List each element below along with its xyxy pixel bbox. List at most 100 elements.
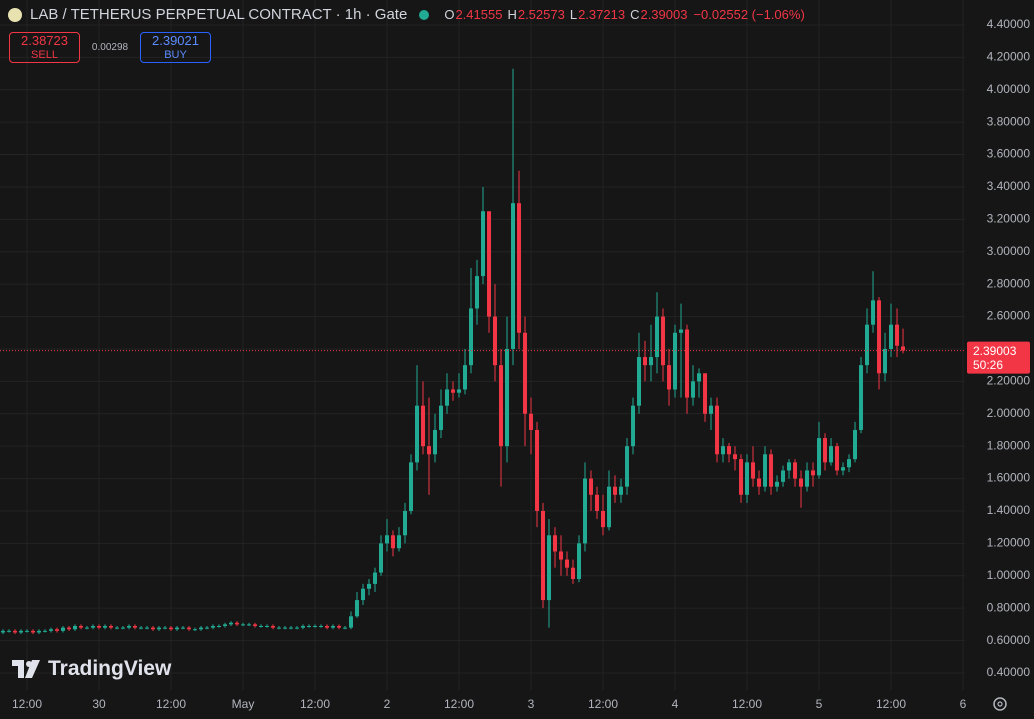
legend-header: LAB / TETHERUS PERPETUAL CONTRACT · 1h ·… bbox=[8, 6, 805, 23]
candle-body bbox=[289, 627, 294, 629]
y-tick-label: 0.40000 bbox=[987, 665, 1031, 679]
candle-body bbox=[685, 329, 690, 398]
symbol-title: LAB / TETHERUS PERPETUAL CONTRACT · 1h ·… bbox=[30, 6, 408, 23]
candle-body bbox=[271, 626, 276, 628]
x-tick-label: 12:00 bbox=[588, 697, 618, 711]
candle-body bbox=[475, 276, 480, 309]
candle-body bbox=[745, 462, 750, 495]
candle-body bbox=[343, 627, 348, 629]
candle-body bbox=[133, 626, 138, 628]
candle-body bbox=[799, 478, 804, 487]
candle-body bbox=[571, 567, 576, 580]
candle-body bbox=[631, 405, 636, 447]
y-tick-label: 4.40000 bbox=[987, 17, 1031, 31]
candle-body bbox=[361, 588, 366, 601]
candle-body bbox=[871, 300, 876, 325]
candle-body bbox=[1, 630, 6, 633]
candle-body bbox=[151, 627, 156, 630]
candle-body bbox=[643, 357, 648, 366]
countdown: 50:26 bbox=[973, 358, 1003, 372]
sell-button[interactable]: 2.38723 SELL bbox=[9, 32, 80, 63]
candle-body bbox=[331, 626, 336, 628]
candle-body bbox=[85, 627, 90, 629]
candle-body bbox=[55, 629, 60, 631]
candle-body bbox=[697, 373, 702, 382]
candle-body bbox=[31, 630, 36, 633]
candle-body bbox=[319, 626, 324, 628]
candle-body bbox=[325, 626, 330, 628]
candle-body bbox=[19, 630, 24, 633]
ohlc-value: 2.37213 bbox=[578, 7, 626, 22]
candle-body bbox=[637, 357, 642, 406]
candle-body bbox=[469, 308, 474, 366]
candle-body bbox=[397, 535, 402, 549]
candle-body bbox=[583, 478, 588, 544]
candle-body bbox=[817, 438, 822, 476]
x-tick-label: 12:00 bbox=[300, 697, 330, 711]
grid bbox=[0, 0, 965, 690]
y-tick-label: 4.20000 bbox=[987, 50, 1031, 64]
candle-body bbox=[367, 583, 372, 589]
spread: 0.00298 bbox=[91, 42, 129, 53]
candle-body bbox=[481, 211, 486, 277]
candle-body bbox=[43, 630, 48, 632]
candle-body bbox=[463, 365, 468, 390]
candle-body bbox=[301, 626, 306, 628]
candle-body bbox=[115, 627, 120, 629]
candle-body bbox=[829, 446, 834, 463]
settings-gear[interactable] bbox=[993, 697, 1007, 711]
candle-body bbox=[247, 624, 252, 626]
x-tick-label: 5 bbox=[816, 697, 823, 711]
buy-button[interactable]: 2.39021 BUY bbox=[140, 32, 211, 63]
candle-body bbox=[73, 626, 78, 630]
candle-body bbox=[193, 629, 198, 631]
y-tick-label: 3.00000 bbox=[987, 244, 1031, 258]
x-tick-label: 12:00 bbox=[444, 697, 474, 711]
candle-body bbox=[49, 629, 54, 631]
candle-body bbox=[835, 446, 840, 471]
candle-body bbox=[727, 446, 732, 455]
candle-body bbox=[775, 481, 780, 487]
x-tick-label: 4 bbox=[672, 697, 679, 711]
candle-body bbox=[79, 626, 84, 628]
candle-body bbox=[691, 381, 696, 398]
y-tick-label: 1.60000 bbox=[987, 471, 1031, 485]
candle-body bbox=[25, 630, 30, 632]
candle-body bbox=[535, 429, 540, 511]
candle-body bbox=[169, 627, 174, 630]
candle-body bbox=[229, 622, 234, 625]
candle-body bbox=[901, 346, 906, 351]
candle-body bbox=[145, 627, 150, 629]
candle-body bbox=[163, 627, 168, 629]
candle-body bbox=[523, 332, 528, 414]
candle-body bbox=[739, 459, 744, 495]
y-tick-label: 1.00000 bbox=[987, 568, 1031, 582]
candle-body bbox=[415, 405, 420, 463]
x-tick-label: 12:00 bbox=[876, 697, 906, 711]
y-tick-label: 0.80000 bbox=[987, 600, 1031, 614]
candle-body bbox=[505, 348, 510, 447]
candle-body bbox=[823, 438, 828, 463]
candle-body bbox=[661, 316, 666, 366]
candle-body bbox=[511, 203, 516, 349]
y-tick-label: 3.60000 bbox=[987, 147, 1031, 161]
gear-hub bbox=[997, 701, 1003, 707]
candle-body bbox=[841, 467, 846, 471]
candle-body bbox=[67, 627, 72, 630]
candle-body bbox=[733, 454, 738, 460]
x-tick-label: 12:00 bbox=[156, 697, 186, 711]
candle-body bbox=[403, 510, 408, 536]
candle-body bbox=[589, 478, 594, 495]
candle-body bbox=[91, 626, 96, 628]
candle-body bbox=[787, 462, 792, 471]
candle-body bbox=[217, 626, 222, 628]
sell-price: 2.38723 bbox=[21, 32, 68, 48]
candle-body bbox=[763, 454, 768, 487]
x-tick-label: 12:00 bbox=[732, 697, 762, 711]
y-tick-label: 2.80000 bbox=[987, 276, 1031, 290]
ohlc-key: H bbox=[507, 7, 517, 22]
candle-body bbox=[601, 510, 606, 528]
y-tick-label: 2.00000 bbox=[987, 406, 1031, 420]
